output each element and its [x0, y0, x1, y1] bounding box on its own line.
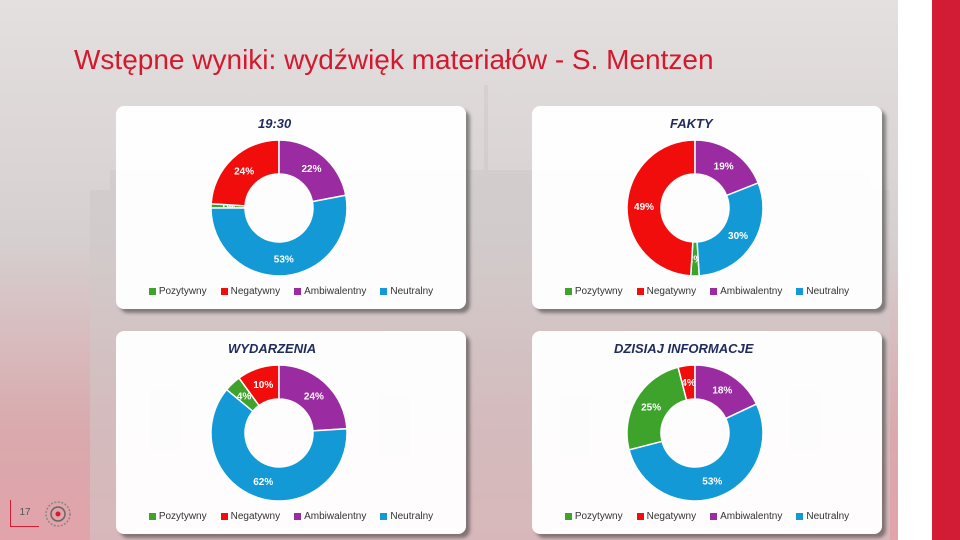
- data-label: 22%: [302, 164, 322, 175]
- donut-chart: 4%10% 24% 62%: [210, 364, 348, 502]
- chart-card-dzisiaj-informacje: DZISIAJ INFORMACJE 25% 4% 18% 53% Pozytywny N…: [532, 331, 882, 534]
- legend-label: Neutralny: [390, 286, 434, 297]
- chart-legend: Pozytywny Negatywny Ambiwalentny Neutralny: [116, 511, 466, 522]
- data-label: 30%: [728, 231, 748, 242]
- legend-item-ambiwalentny: Ambiwalentny: [294, 286, 366, 297]
- slide-title: Wstępne wyniki: wydźwięk materiałów - S.…: [74, 44, 714, 75]
- legend-swatch: [380, 513, 388, 520]
- institution-logo-icon: [45, 501, 71, 527]
- data-label: 53%: [702, 476, 722, 487]
- data-label: 19%: [714, 161, 734, 172]
- legend-swatch: [636, 513, 644, 520]
- legend-label: Negatywny: [646, 286, 697, 297]
- data-label: 24%: [304, 391, 324, 402]
- data-label: 18%: [712, 385, 732, 396]
- right-white-band: [898, 0, 932, 540]
- data-label: 2%: [688, 255, 703, 266]
- right-accent-band: [932, 0, 960, 540]
- data-label: 62%: [253, 477, 273, 488]
- legend-label: Ambiwalentny: [720, 511, 783, 522]
- chart-card-wydarzenia: WYDARZENIA 4% 10% 24% 62% Pozytywny Negatywny…: [116, 331, 466, 534]
- chart-title: DZISIAJ INFORMACJE: [614, 341, 754, 356]
- data-label: 4%: [237, 391, 252, 402]
- legend-item-negatywny: Negatywny: [220, 511, 281, 522]
- chart-card-fakty: FAKTY 2% 49% 19% 30% Pozytywny Negatywny Ambiw…: [532, 106, 882, 309]
- legend-label: Pozytywny: [158, 511, 207, 522]
- legend-swatch: [564, 288, 572, 295]
- chart-legend: Pozytywny Negatywny Ambiwalentny Neutralny: [532, 511, 882, 522]
- data-label: 49%: [634, 202, 654, 213]
- slice-negatywny: [626, 139, 696, 277]
- data-label: 25%: [641, 403, 661, 414]
- legend-swatch: [294, 288, 302, 295]
- legend-swatch: [796, 513, 804, 520]
- legend-label: Ambiwalentny: [304, 511, 367, 522]
- legend-item-pozytywny: Pozytywny: [148, 286, 207, 297]
- legend-swatch: [710, 513, 718, 520]
- legend-label: Ambiwalentny: [304, 286, 367, 297]
- legend-swatch: [564, 513, 572, 520]
- legend-item-pozytywny: Pozytywny: [564, 286, 623, 297]
- legend-item-neutralny: Neutralny: [380, 286, 433, 297]
- chart-card-1930: 19:30 1%24%22%53%PozytywnyNegatywnyAmbiw…: [116, 106, 466, 309]
- legend-label: Negatywny: [230, 511, 281, 522]
- chart-legend: Pozytywny Negatywny Ambiwalentny Neutralny: [532, 286, 882, 297]
- legend-swatch: [148, 288, 156, 295]
- data-label: 10%: [253, 380, 273, 391]
- legend-item-ambiwalentny: Ambiwalentny: [294, 511, 366, 522]
- legend-label: Ambiwalentny: [720, 286, 783, 297]
- page-number: 17: [10, 500, 39, 527]
- legend-swatch: [220, 288, 228, 295]
- slice-neutralny: [210, 194, 348, 277]
- data-label: 24%: [234, 166, 254, 177]
- slice-neutralny: [210, 388, 348, 502]
- legend-item-negatywny: Negatywny: [636, 286, 697, 297]
- slice-neutralny: [628, 403, 764, 502]
- legend-item-negatywny: Negatywny: [220, 286, 281, 297]
- legend-swatch: [148, 513, 156, 520]
- legend-item-neutralny: Neutralny: [796, 511, 849, 522]
- legend-label: Pozytywny: [574, 286, 623, 297]
- chart-title: WYDARZENIA: [228, 341, 317, 356]
- legend-label: Pozytywny: [574, 511, 623, 522]
- legend-label: Negatywny: [646, 511, 697, 522]
- legend-item-neutralny: Neutralny: [796, 286, 849, 297]
- chart-legend: Pozytywny Negatywny Ambiwalentny Neutralny: [116, 286, 466, 297]
- legend-item-pozytywny: Pozytywny: [564, 511, 623, 522]
- legend-label: Pozytywny: [158, 286, 207, 297]
- legend-label: Neutralny: [806, 286, 850, 297]
- slice-neutralny: [696, 181, 764, 277]
- legend-item-ambiwalentny: Ambiwalentny: [710, 511, 782, 522]
- legend-item-neutralny: Neutralny: [380, 511, 433, 522]
- data-label: 4%: [681, 378, 696, 389]
- slice-pozytywny: [626, 366, 688, 451]
- legend-item-ambiwalentny: Ambiwalentny: [710, 286, 782, 297]
- donut-chart: 2% 49% 19% 30%: [626, 139, 764, 277]
- chart-title: 19:30: [258, 116, 292, 131]
- legend-label: Neutralny: [806, 511, 850, 522]
- legend-item-negatywny: Negatywny: [636, 511, 697, 522]
- legend-item-pozytywny: Pozytywny: [148, 511, 207, 522]
- legend-swatch: [636, 288, 644, 295]
- legend-swatch: [796, 288, 804, 295]
- legend-swatch: [294, 513, 302, 520]
- legend-swatch: [380, 288, 388, 295]
- donut-chart: 1%24%22%53%: [210, 139, 348, 277]
- legend-label: Neutralny: [390, 511, 434, 522]
- chart-title: FAKTY: [670, 116, 713, 131]
- data-label: 53%: [274, 254, 294, 265]
- legend-swatch: [710, 288, 718, 295]
- legend-swatch: [220, 513, 228, 520]
- donut-chart: 25% 4% 18% 53%: [626, 364, 764, 502]
- legend-label: Negatywny: [230, 286, 281, 297]
